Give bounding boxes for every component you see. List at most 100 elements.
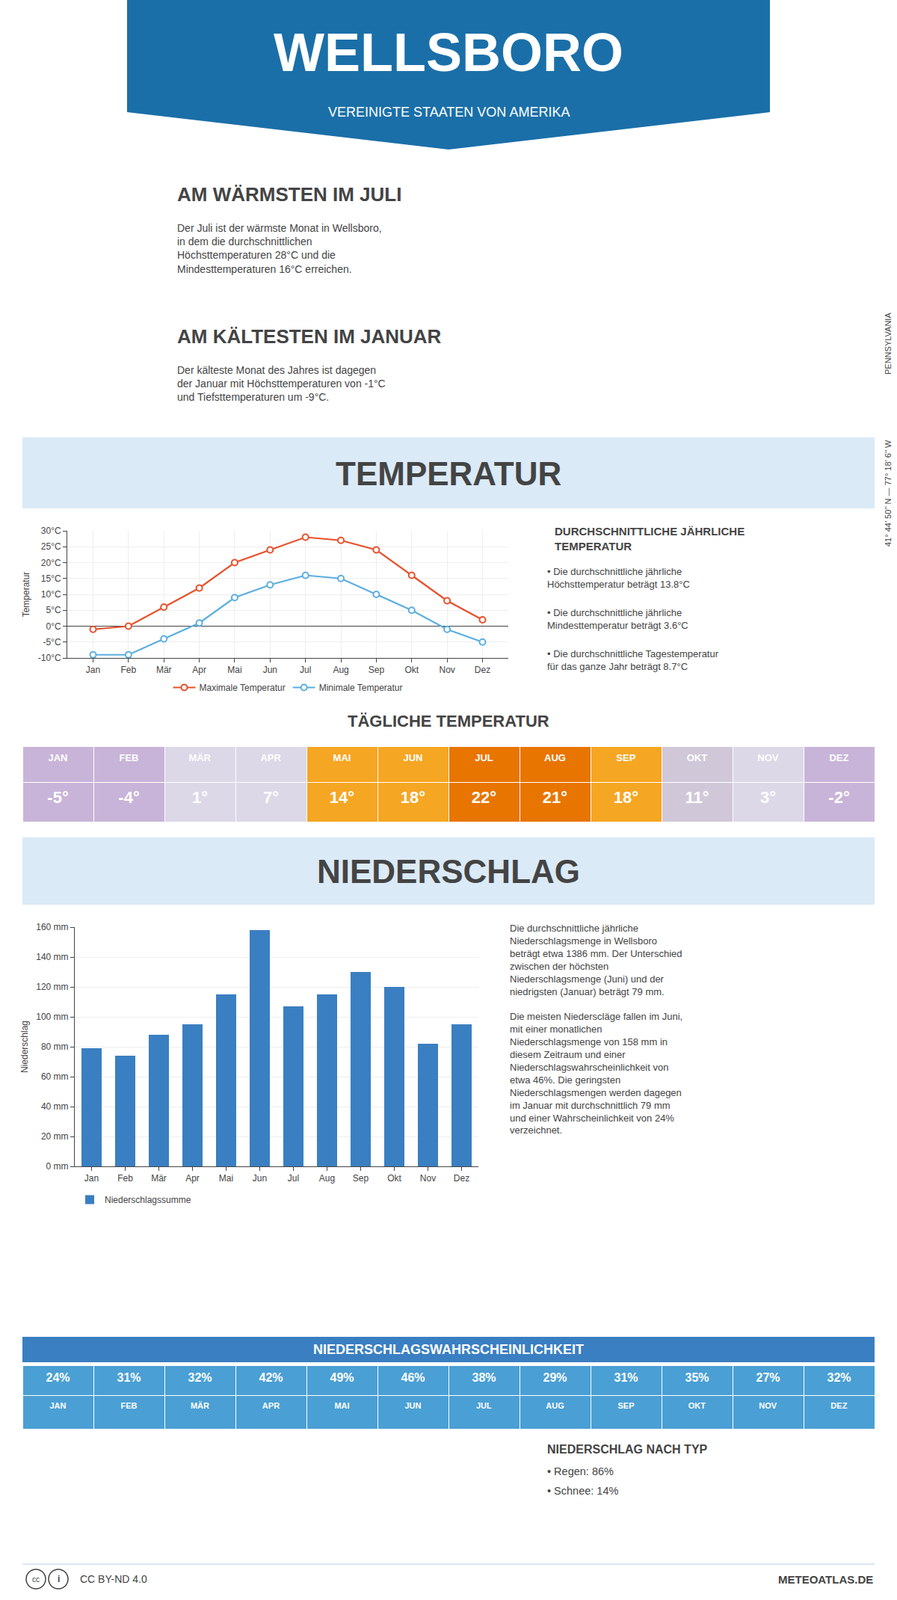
svg-text:JUN: JUN	[404, 1400, 421, 1410]
svg-text:Niederschlagssumme: Niederschlagssumme	[104, 1194, 192, 1205]
svg-text:OKT: OKT	[688, 1400, 707, 1410]
svg-text:Okt: Okt	[404, 664, 419, 675]
svg-text:22°: 22°	[471, 787, 497, 807]
svg-text:JUL: JUL	[474, 751, 494, 764]
svg-text:18°: 18°	[613, 787, 639, 807]
svg-text:31%: 31%	[116, 1370, 141, 1384]
svg-text:Sep: Sep	[352, 1172, 370, 1184]
svg-text:Maximale Temperatur: Maximale Temperatur	[199, 682, 286, 693]
svg-text:DEZ: DEZ	[830, 1400, 847, 1410]
svg-text:NOV: NOV	[757, 751, 779, 764]
svg-text:46%: 46%	[400, 1370, 425, 1384]
svg-text:Dez: Dez	[474, 664, 491, 675]
svg-text:Mär: Mär	[156, 664, 172, 675]
svg-text:30°C: 30°C	[41, 525, 62, 536]
svg-text:NIEDERSCHLAGSWAHRSCHEINLICHKEI: NIEDERSCHLAGSWAHRSCHEINLICHKEIT	[313, 1341, 584, 1357]
svg-text:7°: 7°	[263, 787, 279, 807]
svg-text:Jul: Jul	[299, 664, 311, 675]
svg-text:Feb: Feb	[117, 1172, 134, 1184]
svg-text:Apr: Apr	[192, 664, 207, 675]
svg-text:Okt: Okt	[387, 1172, 402, 1184]
svg-text:Sep: Sep	[368, 664, 385, 675]
svg-text:-2°: -2°	[828, 787, 850, 807]
svg-text:0°C: 0°C	[45, 621, 61, 632]
svg-text:AM WÄRMSTEN IM JULI: AM WÄRMSTEN IM JULI	[177, 183, 402, 206]
svg-text:• Schnee: 14%: • Schnee: 14%	[547, 1484, 619, 1497]
svg-text:27%: 27%	[755, 1370, 780, 1384]
svg-text:• Die durchschnittliche jährli: • Die durchschnittliche jährlicheHöchstt…	[547, 565, 690, 590]
svg-text:NIEDERSCHLAG: NIEDERSCHLAG	[316, 852, 581, 890]
svg-text:Apr: Apr	[185, 1172, 200, 1184]
svg-text:NIEDERSCHLAG NACH TYP: NIEDERSCHLAG NACH TYP	[547, 1442, 708, 1456]
svg-text:Der Juli ist der wärmste Monat: Der Juli ist der wärmste Monat in Wellsb…	[177, 222, 382, 276]
svg-text:3°: 3°	[760, 787, 776, 807]
svg-text:NOV: NOV	[758, 1400, 778, 1410]
svg-text:11°: 11°	[684, 787, 709, 807]
svg-text:APR: APR	[262, 1400, 280, 1410]
svg-text:Aug: Aug	[332, 664, 349, 675]
svg-text:JUN: JUN	[402, 751, 423, 764]
svg-text:42%: 42%	[258, 1370, 283, 1384]
svg-text:Die durchschnittliche jährlich: Die durchschnittliche jährlicheNiedersch…	[509, 922, 683, 1136]
svg-text:JUL: JUL	[476, 1400, 492, 1410]
svg-text:i: i	[57, 1573, 60, 1584]
svg-text:Jun: Jun	[252, 1172, 267, 1184]
svg-text:-5°C: -5°C	[42, 636, 61, 648]
svg-text:METEOATLAS.DE: METEOATLAS.DE	[778, 1572, 874, 1586]
svg-text:15°C: 15°C	[41, 573, 62, 584]
svg-text:DURCHSCHNITTLICHE JÄHRLICHETEM: DURCHSCHNITTLICHE JÄHRLICHETEMPERATUR	[554, 524, 745, 553]
svg-text:Mär: Mär	[150, 1172, 167, 1184]
svg-text:Der kälteste Monat des Jahres: Der kälteste Monat des Jahres ist dagege…	[177, 364, 386, 403]
svg-text:14°: 14°	[329, 787, 355, 807]
svg-text:32%: 32%	[826, 1370, 851, 1384]
svg-text:cc: cc	[32, 1574, 40, 1584]
svg-text:MAI: MAI	[333, 751, 352, 764]
svg-text:Minimale Temperatur: Minimale Temperatur	[319, 682, 403, 693]
svg-text:SEP: SEP	[617, 1400, 634, 1410]
svg-text:• Regen: 86%: • Regen: 86%	[547, 1465, 614, 1478]
svg-text:MÄR: MÄR	[188, 751, 211, 764]
svg-text:32%: 32%	[187, 1370, 212, 1384]
svg-text:35%: 35%	[684, 1370, 709, 1384]
svg-text:38%: 38%	[471, 1370, 496, 1384]
svg-text:DEZ: DEZ	[828, 751, 849, 764]
svg-text:Jun: Jun	[263, 664, 278, 675]
svg-text:20°C: 20°C	[41, 557, 62, 569]
svg-text:JAN: JAN	[47, 751, 68, 764]
svg-text:FEB: FEB	[120, 1400, 137, 1410]
svg-text:Jan: Jan	[84, 1172, 99, 1184]
svg-text:AM KÄLTESTEN IM JANUAR: AM KÄLTESTEN IM JANUAR	[177, 325, 442, 348]
svg-text:40 mm: 40 mm	[41, 1101, 69, 1112]
svg-text:49%: 49%	[329, 1370, 354, 1384]
svg-text:APR: APR	[260, 751, 282, 764]
svg-text:-5°: -5°	[47, 787, 69, 807]
svg-text:-4°: -4°	[118, 787, 140, 807]
svg-text:Feb: Feb	[121, 664, 137, 675]
svg-text:VEREINIGTE STAATEN VON AMERIKA: VEREINIGTE STAATEN VON AMERIKA	[328, 104, 570, 120]
svg-text:160 mm: 160 mm	[35, 921, 69, 933]
svg-text:• Die durchschnittliche jährli: • Die durchschnittliche jährlicheMindest…	[547, 606, 689, 631]
svg-text:1°: 1°	[192, 787, 208, 807]
svg-text:Temperatur: Temperatur	[20, 571, 32, 618]
svg-text:PENNSYLVANIA: PENNSYLVANIA	[883, 312, 893, 375]
svg-text:Nov: Nov	[438, 664, 455, 675]
svg-text:80 mm: 80 mm	[41, 1041, 69, 1052]
svg-text:Dez: Dez	[453, 1172, 470, 1184]
svg-text:Mai: Mai	[227, 664, 242, 675]
svg-text:SEP: SEP	[615, 751, 636, 764]
svg-text:WELLSBORO: WELLSBORO	[273, 22, 624, 83]
svg-text:60 mm: 60 mm	[41, 1071, 69, 1082]
svg-text:OKT: OKT	[686, 751, 708, 764]
svg-text:Jul: Jul	[287, 1172, 299, 1184]
svg-text:29%: 29%	[542, 1370, 567, 1384]
svg-text:JAN: JAN	[49, 1400, 66, 1410]
svg-text:TEMPERATUR: TEMPERATUR	[335, 455, 562, 492]
svg-text:20 mm: 20 mm	[41, 1130, 69, 1142]
svg-text:TÄGLICHE TEMPERATUR: TÄGLICHE TEMPERATUR	[347, 711, 550, 731]
svg-text:120 mm: 120 mm	[35, 981, 69, 992]
svg-text:5°C: 5°C	[45, 604, 61, 616]
svg-text:Nov: Nov	[420, 1172, 436, 1184]
svg-text:AUG: AUG	[545, 1400, 564, 1410]
svg-text:Niederschlag: Niederschlag	[19, 1020, 30, 1073]
svg-text:-10°C: -10°C	[38, 652, 62, 664]
